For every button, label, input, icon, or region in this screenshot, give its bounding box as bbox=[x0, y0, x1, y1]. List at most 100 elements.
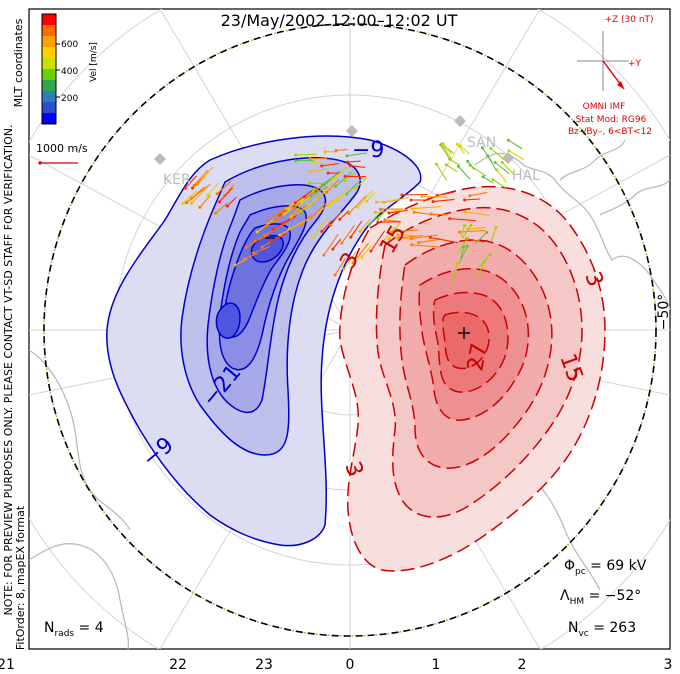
mlt-axis: 21 22 23 0 1 2 3 bbox=[0, 657, 672, 673]
velocity-vector bbox=[449, 218, 476, 222]
velocity-vector bbox=[458, 245, 468, 264]
stat-phi-pc: Φpc = 69 kV bbox=[564, 558, 647, 577]
velocity-vector bbox=[323, 233, 339, 256]
velocity-vector bbox=[352, 242, 370, 264]
velocity-vector bbox=[199, 194, 211, 208]
velocity-vector bbox=[442, 143, 453, 155]
velocity-vector bbox=[197, 166, 214, 185]
velocity-vector bbox=[254, 234, 270, 242]
velocity-vector bbox=[469, 191, 488, 197]
velocity-vector bbox=[321, 171, 341, 186]
velocity-vector bbox=[376, 200, 399, 203]
velocity-vector bbox=[440, 144, 451, 161]
velocity-vector bbox=[461, 224, 472, 240]
velocity-vector bbox=[350, 165, 366, 168]
velocity-vector bbox=[347, 160, 361, 163]
radar-label-ker: KER bbox=[163, 172, 191, 188]
velocity-vector bbox=[431, 213, 447, 216]
velocity-vector bbox=[299, 202, 316, 212]
velocity-vector bbox=[319, 198, 335, 213]
mlt-tick-3: 3 bbox=[664, 657, 673, 673]
velocity-vector bbox=[299, 200, 313, 211]
velocity-vector bbox=[467, 161, 475, 171]
velocity-vector bbox=[330, 211, 342, 226]
velocity-vector bbox=[224, 184, 235, 196]
velocity-vector bbox=[341, 225, 355, 244]
velocity-vector bbox=[207, 182, 220, 196]
velocity-vector bbox=[335, 171, 352, 187]
velocity-vector bbox=[464, 198, 480, 201]
velocity-vector bbox=[216, 180, 232, 195]
velocity-vector bbox=[321, 162, 339, 167]
velocity-vector bbox=[272, 216, 296, 230]
velocity-vector bbox=[397, 234, 419, 237]
velocity-vectors bbox=[181, 138, 525, 282]
colorbar-segment bbox=[42, 36, 56, 48]
mlt-tick-0: 0 bbox=[346, 657, 355, 673]
mlt-tick-22: 22 bbox=[169, 657, 187, 673]
side-note-fitorder: FitOrder: 8, mapEX format bbox=[14, 505, 27, 650]
velocity-vector bbox=[459, 145, 471, 155]
latitude-label: −50° bbox=[656, 294, 672, 331]
velocity-vector bbox=[375, 209, 403, 213]
velocity-vector bbox=[295, 153, 317, 156]
imf-stat-mod: Stat Mod: RG96 bbox=[576, 115, 647, 125]
velocity-vector bbox=[449, 158, 460, 166]
potential-max-marker bbox=[458, 327, 470, 339]
mlt-tick-1: 1 bbox=[432, 657, 441, 673]
velocity-vector bbox=[281, 214, 298, 224]
velocity-vector bbox=[460, 225, 466, 237]
positive-potential-cell bbox=[339, 185, 606, 572]
velocity-vector bbox=[193, 169, 209, 186]
velocity-vector bbox=[317, 182, 334, 199]
velocity-vector bbox=[482, 176, 494, 184]
velocity-vector bbox=[451, 263, 458, 282]
velocity-vector bbox=[437, 191, 454, 196]
velocity-vector bbox=[490, 227, 497, 242]
velocity-vector bbox=[501, 161, 515, 176]
velocity-vector bbox=[457, 165, 471, 180]
colorbar-segment bbox=[42, 58, 56, 70]
velocity-vector bbox=[335, 149, 348, 152]
velocity-vector bbox=[411, 244, 440, 248]
velocity-vector bbox=[432, 198, 455, 203]
colorbar-segment bbox=[42, 14, 56, 26]
velocity-vector bbox=[346, 152, 367, 157]
velocity-vector bbox=[401, 193, 428, 196]
velocity-vector bbox=[490, 147, 505, 160]
velocity-vector bbox=[460, 246, 465, 259]
velocity-vector bbox=[492, 179, 506, 189]
velocity-vector bbox=[277, 205, 292, 216]
velocity-vector bbox=[310, 202, 328, 219]
colorbar-tick-600: 600 bbox=[61, 40, 78, 50]
velocity-vector bbox=[252, 246, 271, 254]
velocity-vector bbox=[234, 258, 248, 266]
colorbar-segment bbox=[42, 25, 56, 37]
velocity-vector bbox=[328, 195, 341, 207]
scale-vector-label: 1000 m/s bbox=[36, 142, 88, 155]
velocity-vector bbox=[487, 155, 498, 171]
velocity-vector bbox=[312, 216, 329, 238]
velocity-vector bbox=[459, 229, 486, 233]
velocity-vector bbox=[474, 232, 487, 245]
colorbar-tick-200: 200 bbox=[61, 94, 78, 104]
velocity-vector bbox=[215, 202, 228, 214]
velocity-vector bbox=[466, 238, 485, 243]
velocity-vector bbox=[366, 191, 376, 202]
velocity-vector bbox=[442, 144, 453, 160]
velocity-vector bbox=[430, 236, 459, 244]
velocity-vector bbox=[184, 175, 197, 189]
map-title: 23/May/2002 12:00–12:02 UT bbox=[221, 11, 458, 30]
velocity-vector bbox=[411, 234, 438, 240]
imf-source: OMNI IMF bbox=[583, 102, 626, 112]
velocity-vector bbox=[477, 261, 485, 279]
negative-potential-cell bbox=[106, 135, 422, 547]
colorbar-label: Vel [m/s] bbox=[89, 42, 99, 82]
velocity-vector bbox=[290, 206, 302, 217]
velocity-vector bbox=[191, 186, 208, 204]
velocity-vector bbox=[494, 162, 510, 175]
velocity-vector bbox=[388, 209, 409, 214]
velocity-vector bbox=[326, 179, 340, 193]
velocity-vector bbox=[384, 219, 400, 223]
velocity-vector bbox=[343, 251, 357, 270]
